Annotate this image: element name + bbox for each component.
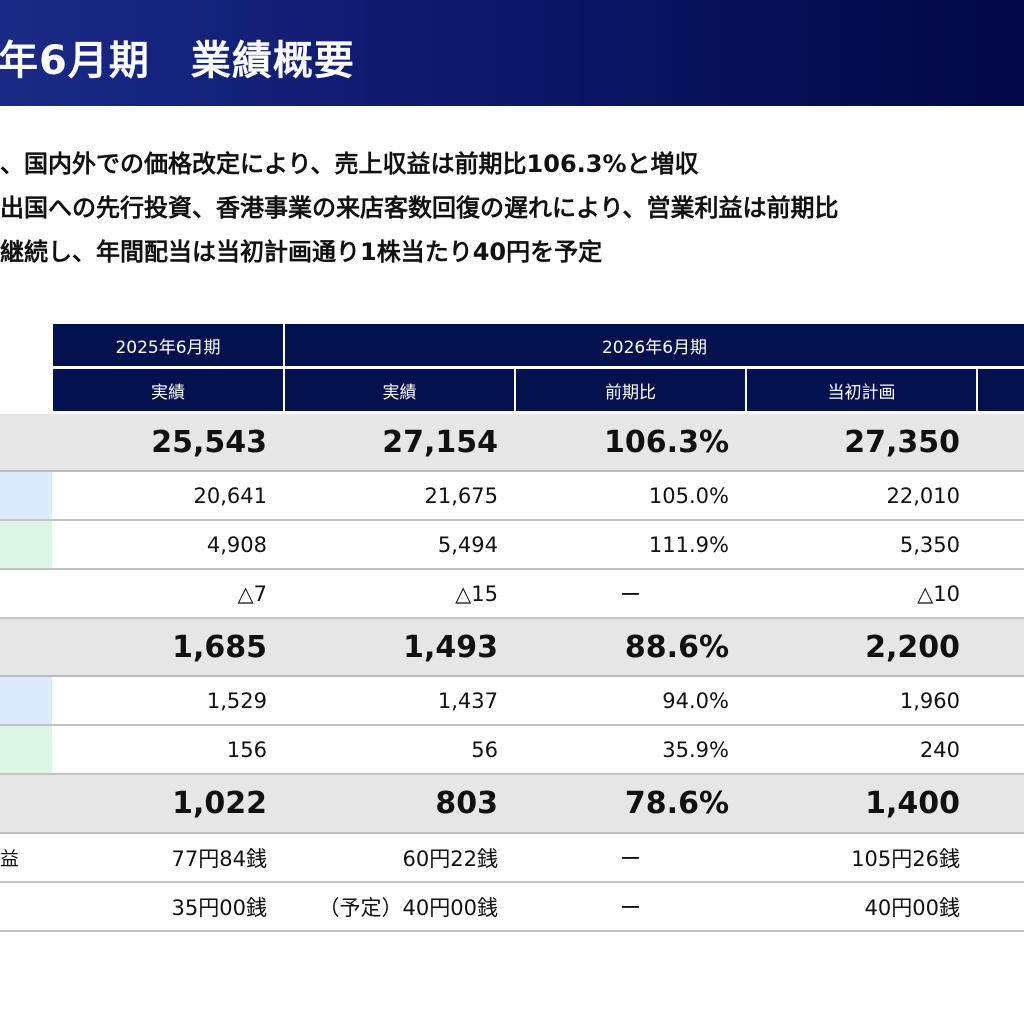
segment-color-swatch	[0, 521, 52, 568]
cell-2025-actual: 156	[226, 737, 267, 762]
table-row: 35円00銭 （予定）40円00銭 ー 40円00銭	[0, 883, 1024, 932]
table-row: 1,685 1,493 88.6% 2,200	[0, 619, 1024, 677]
segment-color-swatch	[0, 472, 52, 519]
table-row: 4,908 5,494 111.9% 5,350	[0, 521, 1024, 570]
cell-2025-actual: 1,022	[172, 786, 267, 821]
subheader-actual-2026: 実績	[285, 369, 514, 411]
cell-2026-actual: 1,493	[403, 629, 498, 665]
summary-line-2: 出国への先行投資、香港事業の来店客数回復の遅れにより、営業利益は前期比	[0, 194, 839, 222]
cell-plan: 2,200	[865, 629, 960, 665]
page-title: 年6月期 業績概要	[0, 38, 355, 84]
cell-plan: 105円26銭	[851, 846, 960, 871]
cell-plan: △10	[917, 581, 960, 606]
header-fy2025: 2025年6月期	[53, 324, 283, 366]
subheader-yoy: 前期比	[516, 369, 745, 411]
table-row: 20,641 21,675 105.0% 22,010	[0, 472, 1024, 521]
cell-plan: 40円00銭	[864, 895, 960, 920]
cell-yoy: ー	[620, 846, 641, 871]
cell-plan: 1,960	[899, 688, 960, 713]
subheader-extra	[978, 369, 1024, 411]
cell-yoy: 106.3%	[604, 424, 729, 460]
cell-2025-actual: 1,529	[206, 688, 267, 713]
cell-yoy: 35.9%	[662, 737, 729, 762]
cell-2026-actual: （予定）40円00銭	[318, 895, 498, 920]
table-row: 1,529 1,437 94.0% 1,960	[0, 677, 1024, 726]
cell-yoy: 111.9%	[648, 532, 729, 557]
cell-yoy: ー	[620, 895, 641, 920]
cell-2026-actual: 1,437	[437, 688, 498, 713]
cell-2026-actual: 60円22銭	[402, 846, 498, 871]
segment-color-swatch	[0, 677, 52, 724]
table-row: 1,022 803 78.6% 1,400	[0, 775, 1024, 834]
cell-yoy: 94.0%	[662, 688, 729, 713]
cell-plan: 27,350	[844, 424, 960, 460]
title-banner: 年6月期 業績概要	[0, 0, 1024, 106]
cell-2025-actual: 20,641	[193, 483, 267, 508]
table-row: △7 △15 ー △10	[0, 570, 1024, 619]
cell-2025-actual: 77円84銭	[171, 846, 267, 871]
cell-2026-actual: 21,675	[424, 483, 498, 508]
cell-2026-actual: 803	[435, 786, 498, 821]
cell-yoy: 105.0%	[648, 483, 729, 508]
cell-yoy: 88.6%	[624, 629, 729, 665]
cell-2026-actual: 56	[471, 737, 498, 762]
cell-plan: 240	[919, 737, 960, 762]
cell-2026-actual: 27,154	[382, 424, 498, 460]
summary-line-1: 、国内外での価格改定により、売上収益は前期比106.3%と増収	[0, 150, 699, 178]
segment-color-swatch	[0, 726, 52, 773]
cell-plan: 1,400	[865, 786, 960, 821]
cell-2025-actual: 35円00銭	[171, 895, 267, 920]
header-fy2026: 2026年6月期	[285, 324, 1024, 366]
cell-2025-actual: 25,543	[151, 424, 267, 460]
summary-line-3: 継続し、年間配当は当初計画通り1株当たり40円を予定	[0, 238, 603, 266]
cell-2026-actual: 5,494	[437, 532, 498, 557]
row-label: 益	[0, 848, 20, 870]
cell-2025-actual: △7	[237, 581, 267, 606]
cell-yoy: 78.6%	[624, 786, 729, 821]
cell-yoy: ー	[620, 582, 641, 607]
cell-plan: 5,350	[899, 532, 960, 557]
cell-2025-actual: 1,685	[172, 629, 267, 665]
cell-2026-actual: △15	[455, 581, 498, 606]
cell-2025-actual: 4,908	[206, 532, 267, 557]
table-row: 25,543 27,154 106.3% 27,350	[0, 414, 1024, 472]
table-row: 156 56 35.9% 240	[0, 726, 1024, 775]
subheader-plan: 当初計画	[747, 369, 976, 411]
subheader-actual-2025: 実績	[53, 369, 283, 411]
table-row: 益 77円84銭 60円22銭 ー 105円26銭	[0, 834, 1024, 883]
cell-plan: 22,010	[886, 483, 960, 508]
